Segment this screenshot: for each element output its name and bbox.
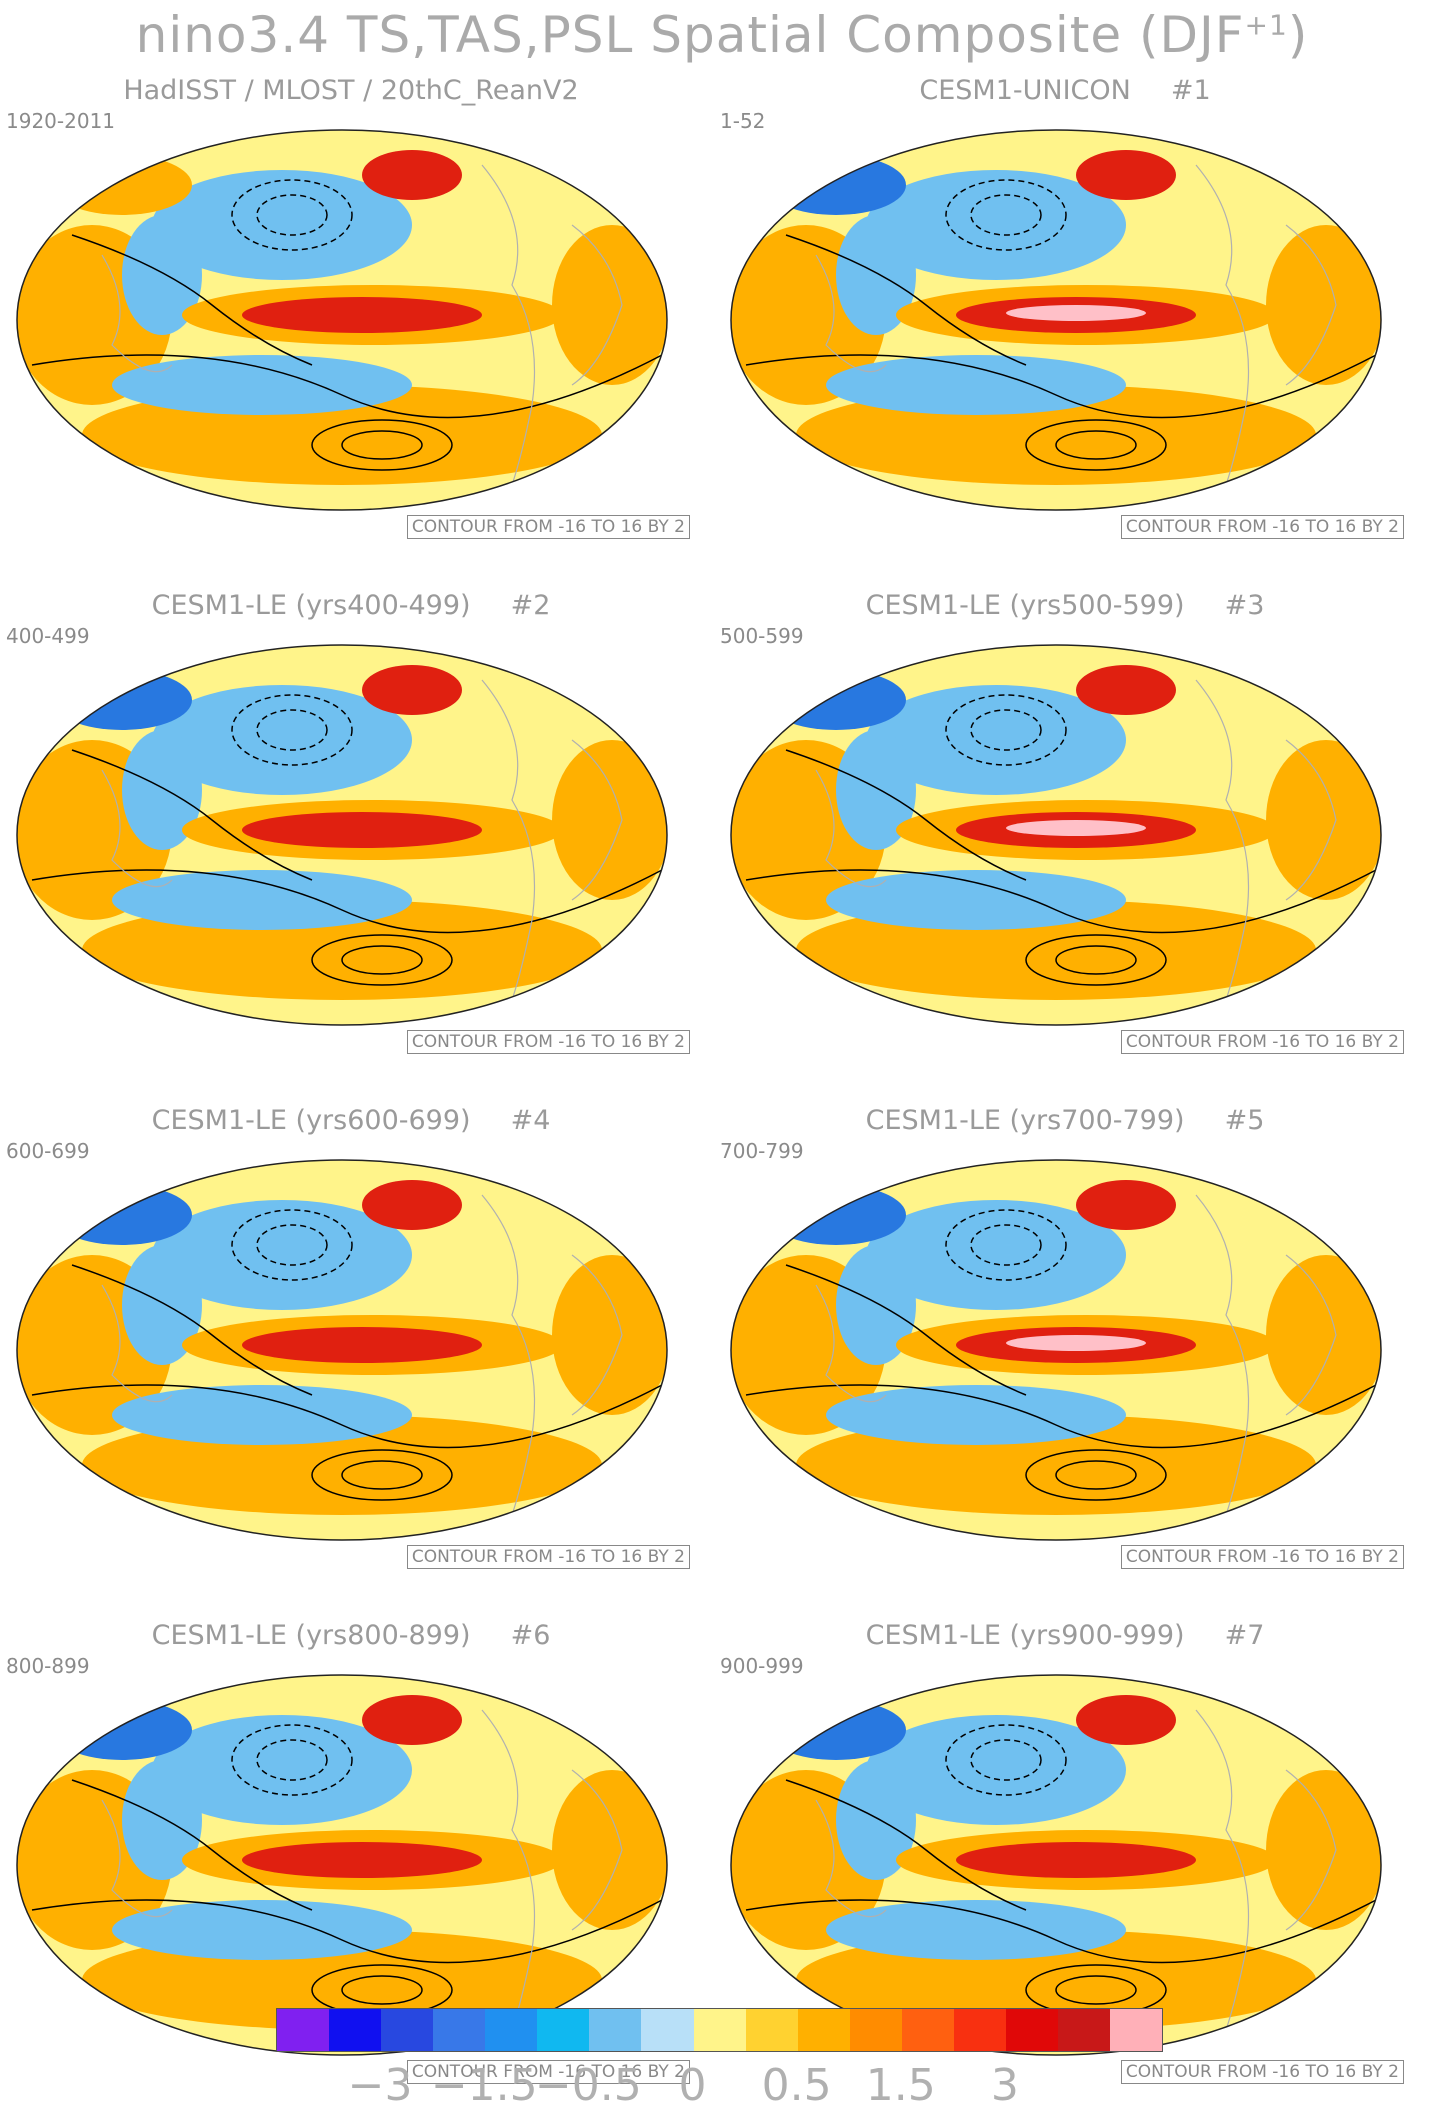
contour-info-label: CONTOUR FROM -16 TO 16 BY 2 [1120,1545,1404,1569]
map-panel: CESM1-LE (yrs400-499) #2 400-499 CONTOUR FR… [6,590,696,1060]
colorbar-tick-label: −0.5 [534,2060,642,2111]
colorbar-cell [329,2009,382,2051]
colorbar-cell [953,2009,1006,2051]
colorbar-tick-label: 3 [990,2060,1019,2111]
map-panel: CESM1-LE (yrs900-999) #7 900-999 CONTOUR FR… [720,1620,1410,2090]
contour-info-label: CONTOUR FROM -16 TO 16 BY 2 [406,1545,690,1569]
panel-title-text: CESM1-LE (yrs700-799) [865,1105,1185,1136]
colorbar-cell [797,2009,850,2051]
colorbar-cell [433,2009,486,2051]
panel-title-text: CESM1-LE (yrs600-699) [151,1105,471,1136]
colorbar-cell [1057,2009,1110,2051]
panel-title-text: CESM1-LE (yrs900-999) [865,1620,1185,1651]
colorbar-tick-label: 1.5 [865,2060,936,2111]
panel-years: 700-799 [720,1139,804,1163]
contour-info-label: CONTOUR FROM -16 TO 16 BY 2 [406,2060,690,2084]
colorbar-tick-label: −3 [347,2060,413,2111]
panel-title-text: CESM1-LE (yrs400-499) [151,590,471,621]
map-panel: CESM1-LE (yrs700-799) #5 700-799 CONTOUR FR… [720,1105,1410,1575]
panel-number: #3 [1224,590,1265,621]
colorbar-cell [901,2009,954,2051]
panel-years: 900-999 [720,1654,804,1678]
panel-title: CESM1-LE (yrs600-699) #4 [6,1105,696,1136]
colorbar-tick-label: 0 [678,2060,707,2111]
colorbar-cell [537,2009,590,2051]
contour-info-label: CONTOUR FROM -16 TO 16 BY 2 [1120,515,1404,539]
contour-info-label: CONTOUR FROM -16 TO 16 BY 2 [1120,1030,1404,1054]
map-panel: CESM1-LE (yrs500-599) #3 500-599 CONTOUR FR… [720,590,1410,1060]
global-anomaly-map [16,129,668,511]
panel-title-text: CESM1-UNICON [919,75,1131,106]
panel-years: 600-699 [6,1139,90,1163]
colorbar-labels: −3 −1.5 −0.5 0 0.5 1.5 3 [276,2060,1161,2120]
colorbar-tick-label: −1.5 [430,2060,538,2111]
panel-title: HadISST / MLOST / 20thC_ReanV2 [6,75,696,106]
global-anomaly-map [730,1159,1382,1541]
panel-number: #7 [1224,1620,1265,1651]
panel-number: #5 [1224,1105,1265,1136]
contour-info-label: CONTOUR FROM -16 TO 16 BY 2 [1120,2060,1404,2084]
global-anomaly-map [730,644,1382,1026]
colorbar-cell [381,2009,434,2051]
panel-title-text: HadISST / MLOST / 20thC_ReanV2 [123,75,579,106]
panel-title: CESM1-LE (yrs400-499) #2 [6,590,696,621]
global-anomaly-map [16,644,668,1026]
global-anomaly-map [16,1159,668,1541]
colorbar-cell [589,2009,642,2051]
colorbar-cell [277,2009,330,2051]
panel-number: #4 [510,1105,551,1136]
colorbar-cell [1005,2009,1058,2051]
panel-title: CESM1-LE (yrs800-899) #6 [6,1620,696,1651]
panel-title: CESM1-LE (yrs500-599) #3 [720,590,1410,621]
map-panel: HadISST / MLOST / 20thC_ReanV2 1920-2011 C… [6,75,696,545]
colorbar [276,2008,1163,2052]
colorbar-cell [693,2009,746,2051]
panel-number: #2 [510,590,551,621]
panel-number: #1 [1170,75,1211,106]
panel-title-text: CESM1-LE (yrs500-599) [865,590,1185,621]
panel-title-text: CESM1-LE (yrs800-899) [151,1620,471,1651]
panel-years: 1-52 [720,109,766,133]
global-anomaly-map [16,1674,668,2056]
colorbar-tick-label: 0.5 [761,2060,832,2111]
global-anomaly-map [730,1674,1382,2056]
page-title: nino3.4 TS,TAS,PSL Spatial Composite (DJ… [135,6,1309,64]
panel-years: 1920-2011 [6,109,116,133]
contour-info-label: CONTOUR FROM -16 TO 16 BY 2 [406,515,690,539]
map-panel: CESM1-LE (yrs600-699) #4 600-699 CONTOUR FR… [6,1105,696,1575]
panel-number: #6 [510,1620,551,1651]
map-panel: CESM1-UNICON #1 1-52 CONTOUR FROM -16 TO 16… [720,75,1410,545]
panel-title: CESM1-LE (yrs900-999) #7 [720,1620,1410,1651]
colorbar-cell [849,2009,902,2051]
panel-years: 800-899 [6,1654,90,1678]
map-panel: CESM1-LE (yrs800-899) #6 800-899 CONTOUR FR… [6,1620,696,2090]
colorbar-cell [641,2009,694,2051]
panel-years: 400-499 [6,624,90,648]
panel-years: 500-599 [720,624,804,648]
colorbar-cell [745,2009,798,2051]
panel-title: CESM1-LE (yrs700-799) #5 [720,1105,1410,1136]
global-anomaly-map [730,129,1382,511]
colorbar-cell [485,2009,538,2051]
contour-info-label: CONTOUR FROM -16 TO 16 BY 2 [406,1030,690,1054]
colorbar-cell [1110,2009,1163,2051]
panel-title: CESM1-UNICON #1 [720,75,1410,106]
